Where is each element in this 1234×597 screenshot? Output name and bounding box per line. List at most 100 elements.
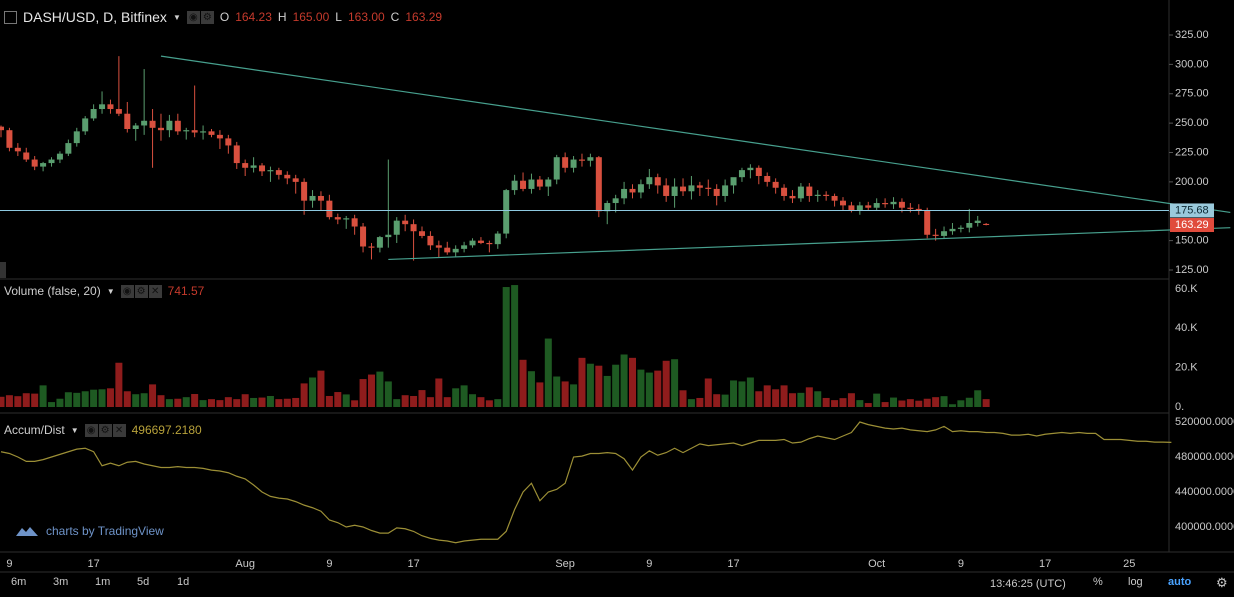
accum-controls[interactable]: ◉ ⚙ ✕ xyxy=(84,423,126,437)
volume-tick-label: 20.K xyxy=(1175,362,1198,374)
volume-bar xyxy=(376,371,384,407)
range-5d[interactable]: 5d xyxy=(137,576,150,588)
gear-icon[interactable]: ⚙ xyxy=(98,423,112,437)
candle-body xyxy=(183,130,190,132)
volume-bar xyxy=(721,394,729,407)
series-controls[interactable]: ◉ ⚙ xyxy=(186,10,214,24)
volume-bar xyxy=(974,390,982,407)
candle-body xyxy=(157,127,164,131)
volume-bar xyxy=(873,393,881,407)
candle-body xyxy=(334,217,341,220)
tradingview-credit[interactable]: charts by TradingView xyxy=(14,524,164,538)
volume-bar xyxy=(856,400,864,407)
volume-bar xyxy=(191,394,199,407)
chevron-down-icon[interactable]: ▼ xyxy=(172,12,181,22)
horizontal-level-label: 175.68 xyxy=(1175,204,1209,216)
auto-toggle[interactable]: auto xyxy=(1168,576,1192,588)
x-tick-label: 17 xyxy=(1039,558,1051,570)
volume-bar xyxy=(22,393,30,407)
volume-bar xyxy=(48,402,56,407)
eye-icon[interactable]: ◉ xyxy=(84,423,98,437)
volume-bar xyxy=(932,397,940,407)
settings-gear-icon[interactable]: ⚙ xyxy=(1216,575,1228,590)
candle-body xyxy=(831,195,838,201)
candle-body xyxy=(99,104,106,110)
volume-bar xyxy=(317,370,325,407)
range-3m[interactable]: 3m xyxy=(53,576,69,588)
close-icon[interactable]: ✕ xyxy=(148,284,162,298)
eye-icon[interactable]: ◉ xyxy=(186,10,200,24)
volume-bar xyxy=(233,399,241,407)
candle-body xyxy=(932,234,939,236)
accum-title[interactable]: Accum/Dist xyxy=(4,423,65,437)
accum-tick-label: 520000.0000 xyxy=(1175,416,1234,428)
volume-controls[interactable]: ◉ ⚙ ✕ xyxy=(120,284,162,298)
volume-bar xyxy=(140,393,148,407)
volume-bar xyxy=(56,398,64,407)
symbol-title[interactable]: DASH/USD, D, Bitfinex xyxy=(23,9,167,25)
volume-bar xyxy=(553,376,561,407)
gear-icon[interactable]: ⚙ xyxy=(134,284,148,298)
candle-body xyxy=(301,181,308,201)
candle-body xyxy=(73,131,80,144)
x-tick-label: 9 xyxy=(6,558,12,570)
range-6m[interactable]: 6m xyxy=(11,576,27,588)
candle-body xyxy=(107,104,114,110)
range-1m[interactable]: 1m xyxy=(95,576,111,588)
volume-bar xyxy=(182,397,190,407)
candle-body xyxy=(503,190,510,234)
chevron-down-icon[interactable]: ▼ xyxy=(106,286,115,296)
ohlc-c-key: C xyxy=(390,10,400,24)
percent-toggle[interactable]: % xyxy=(1093,576,1103,588)
candle-body xyxy=(419,231,425,236)
candle-body xyxy=(722,185,729,196)
volume-title[interactable]: Volume (false, 20) xyxy=(4,284,101,298)
candle-body xyxy=(225,138,232,146)
volume-bar xyxy=(730,380,738,407)
y-tick-label: 300.00 xyxy=(1175,58,1209,70)
candle-body xyxy=(494,233,501,245)
ohlc-o-value: 164.23 xyxy=(235,10,272,24)
volume-bar xyxy=(662,360,670,407)
volume-tick-label: 0. xyxy=(1175,401,1184,413)
volume-bar xyxy=(763,385,771,407)
range-1d[interactable]: 1d xyxy=(177,576,190,588)
candle-body xyxy=(747,167,754,171)
volume-bar xyxy=(216,400,224,407)
volume-bar xyxy=(915,400,923,407)
volume-bar xyxy=(898,400,906,407)
eye-icon[interactable]: ◉ xyxy=(120,284,134,298)
candle-body xyxy=(705,187,712,189)
volume-bar xyxy=(696,397,704,407)
candle-body xyxy=(216,134,223,139)
candle-body xyxy=(267,170,274,172)
accum-dist-line xyxy=(0,421,1172,544)
gear-icon[interactable]: ⚙ xyxy=(200,10,214,24)
candle-body xyxy=(275,170,282,175)
volume-bar xyxy=(890,397,898,407)
close-icon[interactable]: ✕ xyxy=(112,423,126,437)
trendline-lower xyxy=(388,227,1231,261)
candle-body xyxy=(368,246,375,248)
candle-body xyxy=(427,235,434,246)
symbol-menu-icon[interactable] xyxy=(4,10,17,24)
candle-body xyxy=(823,194,830,196)
volume-bar xyxy=(367,374,375,407)
candle-body xyxy=(65,143,72,154)
candle-body xyxy=(688,185,695,192)
candle-body xyxy=(376,237,383,248)
volume-bar xyxy=(64,392,72,407)
volume-bar xyxy=(123,391,131,407)
candle-body xyxy=(646,177,653,185)
candle-body xyxy=(621,188,628,199)
candle-body xyxy=(856,205,863,211)
candle-body xyxy=(40,163,47,167)
volume-bar xyxy=(780,385,788,407)
log-toggle[interactable]: log xyxy=(1128,576,1143,588)
volume-bar xyxy=(511,285,519,407)
chevron-down-icon[interactable]: ▼ xyxy=(70,425,79,435)
utc-clock[interactable]: 13:46:25 (UTC) xyxy=(990,578,1066,590)
candle-body xyxy=(477,240,484,243)
